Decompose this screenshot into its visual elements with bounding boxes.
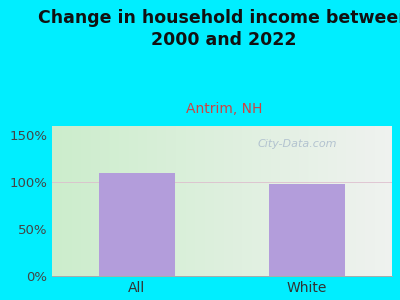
Text: Antrim, NH: Antrim, NH [186, 102, 262, 116]
Text: Change in household income between
2000 and 2022: Change in household income between 2000 … [38, 9, 400, 49]
Text: City-Data.com: City-Data.com [257, 139, 336, 149]
Bar [99, 173, 175, 276]
Bar [269, 184, 345, 276]
